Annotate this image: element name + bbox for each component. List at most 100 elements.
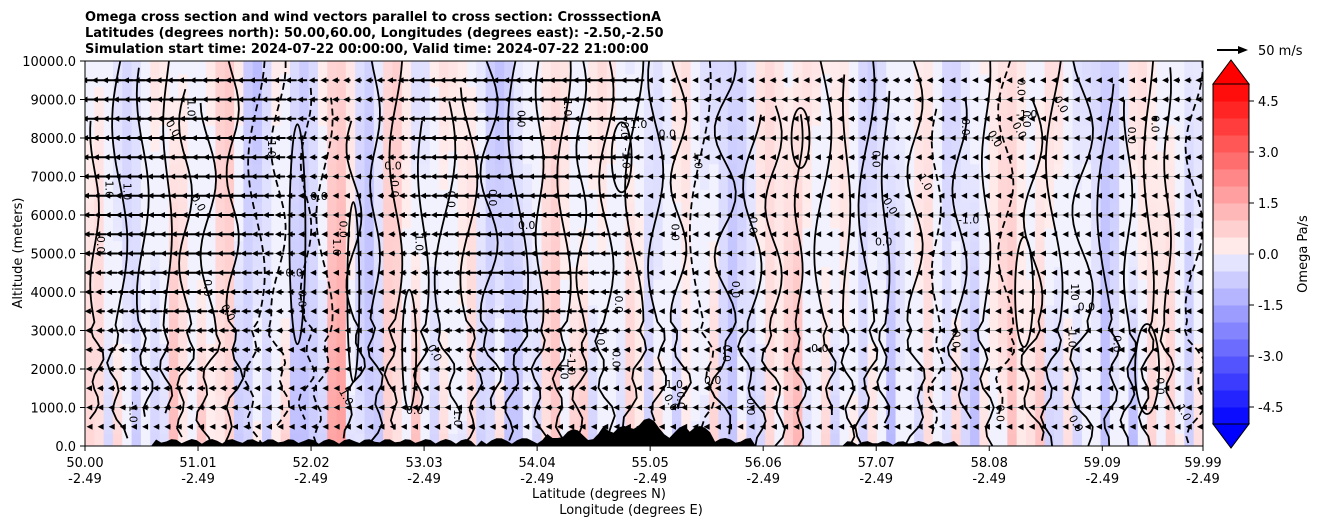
field-cell [839, 304, 850, 319]
wind-vector [748, 385, 755, 392]
field-cell [1165, 407, 1176, 421]
field-cell [1137, 330, 1148, 344]
field-cell [252, 125, 263, 139]
field-cell [299, 138, 310, 152]
field-cell [1119, 202, 1130, 216]
field-cell [1184, 138, 1195, 152]
wind-vector [311, 423, 318, 430]
field-cell [821, 150, 831, 165]
field-cell [1109, 125, 1120, 139]
wind-vector [321, 192, 328, 199]
field-cell [504, 420, 515, 434]
field-cell [252, 369, 263, 383]
field-cell [187, 125, 198, 139]
wind-vector [297, 115, 307, 122]
field-cell [839, 394, 850, 409]
field-cell [727, 381, 738, 396]
wind-vector [521, 346, 532, 353]
field-cell [718, 163, 729, 178]
field-cell [541, 240, 552, 255]
field-cell [234, 420, 244, 434]
field-cell [494, 163, 505, 178]
wind-vector [376, 115, 385, 122]
field-cell [513, 240, 524, 255]
field-cell [998, 99, 1008, 113]
field-cell [951, 227, 962, 242]
field-cell [392, 317, 403, 332]
wind-vector [332, 173, 339, 180]
field-cell [1091, 253, 1102, 267]
wind-vector [332, 269, 339, 276]
field-cell [466, 292, 477, 306]
field-cell [876, 86, 887, 101]
wind-vector [725, 115, 732, 122]
wind-vector [344, 346, 351, 353]
field-cell [112, 215, 123, 229]
wind-vector [240, 250, 252, 257]
wind-vector [343, 115, 351, 122]
wind-vector [726, 346, 733, 353]
field-cell [243, 99, 254, 113]
field-cell [1044, 407, 1055, 421]
field-cell [662, 304, 673, 319]
field-cell [1044, 266, 1055, 280]
field-cell [541, 394, 552, 409]
field-cell [103, 240, 114, 255]
wind-vector [500, 423, 507, 430]
wind-vector [366, 327, 373, 334]
field-cell [345, 394, 356, 409]
field-cell [681, 356, 692, 370]
field-cell [774, 369, 785, 383]
wind-vector [333, 327, 340, 334]
field-cell [364, 86, 375, 101]
wind-vector [309, 115, 318, 122]
wind-vector [576, 269, 589, 276]
field-cell [867, 202, 878, 216]
field-cell [904, 202, 915, 216]
wind-vector [632, 115, 644, 122]
wind-vector [142, 423, 149, 430]
field-cell [541, 253, 552, 267]
field-cell [485, 176, 496, 190]
field-cell [1156, 279, 1167, 293]
wind-vector [590, 423, 597, 430]
field-cell [699, 176, 710, 190]
field-cell [979, 86, 990, 101]
field-cell [895, 381, 906, 396]
field-cell [85, 317, 95, 332]
field-cell [988, 420, 999, 434]
field-cell [448, 433, 459, 446]
field-cell [998, 343, 1008, 357]
wind-vector [488, 385, 497, 392]
field-cell [513, 407, 524, 421]
field-cell [1035, 266, 1046, 280]
wind-vector [658, 423, 665, 430]
field-cell [914, 138, 925, 152]
field-cell [252, 240, 263, 255]
field-cell [727, 266, 738, 280]
field-cell [932, 420, 943, 434]
field-cell [234, 163, 244, 178]
field-cell [671, 99, 682, 113]
wind-vector [95, 308, 105, 315]
wind-vector [555, 366, 565, 372]
field-cell [336, 61, 347, 75]
field-cell [718, 317, 729, 332]
field-cell [215, 317, 226, 332]
field-cell [494, 279, 505, 293]
field-cell [187, 356, 198, 370]
field-cell [280, 420, 291, 434]
wind-vector [489, 404, 497, 411]
field-cell [914, 99, 925, 113]
field-cell [1128, 202, 1139, 216]
field-cell [765, 253, 776, 267]
wind-vector [365, 77, 374, 84]
field-cell [848, 279, 859, 293]
field-cell [1007, 112, 1018, 126]
field-cell [625, 253, 636, 267]
field-cell [895, 176, 906, 190]
field-cell [848, 292, 859, 306]
field-cell [802, 202, 813, 216]
field-cell [439, 240, 449, 255]
wind-vector [545, 404, 553, 411]
